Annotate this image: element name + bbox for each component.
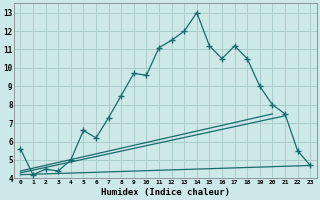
X-axis label: Humidex (Indice chaleur): Humidex (Indice chaleur) — [101, 188, 230, 197]
